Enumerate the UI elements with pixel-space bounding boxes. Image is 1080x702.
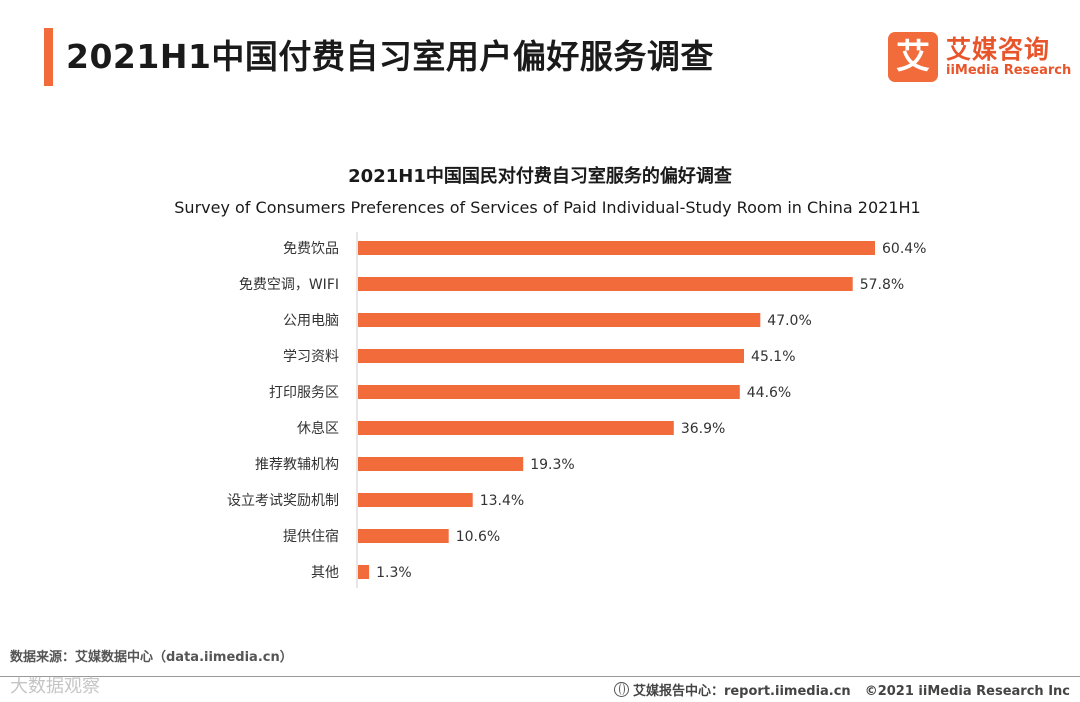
copyright: ©2021 iiMedia Research Inc [864, 684, 1070, 699]
value-label: 36.9% [681, 421, 725, 437]
category-label: 学习资料 [283, 349, 339, 365]
chart-subtitle: Survey of Consumers Preferences of Servi… [174, 198, 921, 217]
category-label: 免费饮品 [283, 241, 339, 257]
value-label: 13.4% [480, 493, 524, 509]
category-label: 免费空调，WIFI [239, 277, 339, 293]
logo-name-en: iiMedia Research [946, 63, 1072, 78]
globe-icon [613, 682, 629, 697]
logo-mark-icon: 艾 [888, 32, 938, 82]
category-label: 推荐教辅机构 [255, 457, 339, 473]
footer-divider [0, 676, 1080, 677]
value-label: 47.0% [767, 313, 811, 329]
value-label: 1.3% [376, 565, 412, 581]
bar [358, 529, 449, 543]
bar [358, 385, 740, 399]
value-label: 10.6% [456, 529, 500, 545]
footer-info: 艾媒报告中心：report.iimedia.cn ©2021 iiMedia Re… [613, 680, 1070, 699]
category-label: 打印服务区 [269, 384, 339, 401]
bar [358, 277, 853, 291]
bar [358, 457, 524, 471]
bar [358, 349, 744, 363]
value-label: 60.4% [882, 241, 926, 257]
value-label: 45.1% [751, 349, 795, 365]
category-label: 休息区 [297, 420, 339, 437]
category-label: 提供住宿 [283, 528, 339, 545]
bar [358, 493, 473, 507]
bar [358, 565, 370, 579]
bar [358, 313, 761, 327]
report-site[interactable]: 艾媒报告中心：report.iimedia.cn [632, 684, 851, 699]
value-label: 57.8% [860, 277, 904, 293]
category-label: 其他 [311, 565, 339, 581]
page-title: 2021H1中国付费自习室用户偏好服务调查 [66, 37, 714, 76]
chart-title: 2021H1中国国民对付费自习室服务的偏好调查 [348, 166, 732, 187]
bar [358, 421, 674, 435]
title-accent-bar [44, 28, 53, 86]
value-label: 19.3% [530, 457, 574, 473]
value-label: 44.6% [747, 385, 791, 401]
watermark-text: 大数据观察 [10, 676, 100, 697]
category-label: 设立考试奖励机制 [227, 492, 339, 509]
category-label: 公用电脑 [283, 313, 339, 329]
iimedia-logo: 艾 艾媒咨询 iiMedia Research [888, 30, 1072, 84]
bar [358, 241, 875, 255]
data-source: 数据来源：艾媒数据中心（data.iimedia.cn） [10, 650, 293, 665]
logo-name-cn: 艾媒咨询 [946, 35, 1051, 64]
